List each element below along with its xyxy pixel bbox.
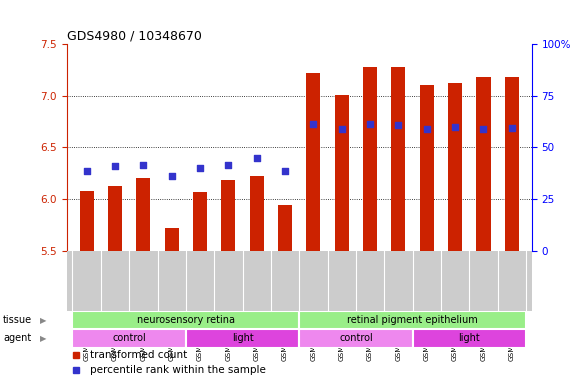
Point	[167, 173, 176, 179]
Text: ▶: ▶	[40, 334, 46, 343]
Bar	[108, 185, 122, 251]
Bar	[299, 311, 526, 329]
Bar	[392, 67, 406, 251]
Point	[110, 163, 120, 169]
Text: light: light	[232, 333, 253, 343]
Bar	[193, 192, 207, 251]
Text: control: control	[112, 333, 146, 343]
Text: tissue: tissue	[3, 315, 32, 325]
Bar	[137, 179, 150, 251]
Bar	[80, 191, 94, 251]
Point	[82, 168, 91, 174]
Point	[394, 122, 403, 128]
Bar	[164, 228, 179, 251]
Point	[281, 168, 290, 174]
Bar	[73, 311, 299, 329]
Point	[365, 121, 375, 127]
Point	[507, 125, 517, 131]
Text: control: control	[339, 333, 373, 343]
Point	[422, 126, 432, 132]
Point	[224, 162, 233, 168]
Bar	[221, 180, 235, 251]
Text: ▶: ▶	[40, 316, 46, 324]
Bar	[505, 77, 519, 251]
Point	[309, 121, 318, 127]
Text: retinal pigment epithelium: retinal pigment epithelium	[347, 315, 478, 325]
Point	[479, 126, 488, 132]
Text: neurosensory retina: neurosensory retina	[137, 315, 235, 325]
Text: transformed count: transformed count	[90, 350, 187, 360]
Bar	[306, 73, 321, 251]
Point	[195, 165, 205, 171]
Bar	[335, 95, 349, 251]
Bar	[448, 83, 462, 251]
Text: GDS4980 / 10348670: GDS4980 / 10348670	[67, 29, 202, 42]
Bar	[186, 329, 299, 348]
Point	[139, 162, 148, 168]
Bar	[278, 205, 292, 251]
Bar	[73, 329, 186, 348]
Point	[252, 155, 261, 161]
Point	[337, 126, 346, 132]
Bar	[250, 176, 264, 251]
Bar	[299, 329, 413, 348]
Bar	[476, 77, 490, 251]
Bar	[419, 86, 434, 251]
Text: percentile rank within the sample: percentile rank within the sample	[90, 365, 266, 375]
Text: agent: agent	[3, 333, 31, 343]
Text: light: light	[458, 333, 480, 343]
Bar	[413, 329, 526, 348]
Bar	[363, 67, 377, 251]
Point	[450, 124, 460, 130]
